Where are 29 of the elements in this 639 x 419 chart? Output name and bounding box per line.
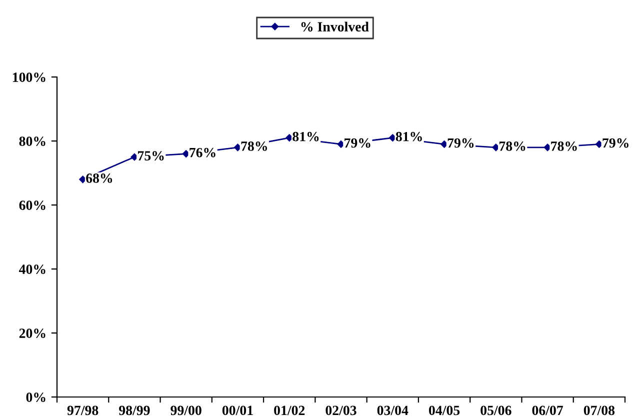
legend-label: % Involved <box>301 22 369 32</box>
data-label: 68% <box>86 174 112 183</box>
x-tick-label: 02/03 <box>326 406 356 416</box>
data-label: 76% <box>190 148 216 158</box>
data-label: 79% <box>602 138 628 148</box>
y-tick-label: 80% <box>19 136 46 146</box>
x-tick-label: 05/06 <box>480 406 512 416</box>
data-label: 75% <box>138 151 164 161</box>
data-label: 79% <box>448 138 474 148</box>
x-tick-label: 01/02 <box>274 406 305 416</box>
data-label: 81% <box>292 132 319 142</box>
x-tick-label: 00/01 <box>222 406 253 416</box>
y-tick-label: 60% <box>19 200 46 210</box>
y-tick-label: 20% <box>19 328 46 338</box>
x-tick-label: 97/98 <box>67 406 98 416</box>
x-tick-label: 03/04 <box>377 406 408 416</box>
x-tick-label: 04/05 <box>428 406 460 416</box>
x-tick-label: 98/99 <box>119 406 150 416</box>
x-tick-label: 06/07 <box>532 406 564 416</box>
data-label: 79% <box>344 138 370 148</box>
data-label: 78% <box>499 142 526 151</box>
data-label: 78% <box>241 142 267 151</box>
y-tick-label: 40% <box>18 264 46 274</box>
data-label: 78% <box>551 142 577 151</box>
y-tick-label: 100% <box>12 72 46 82</box>
y-tick-label: 0% <box>26 392 46 402</box>
x-tick-label: 99/00 <box>170 406 202 416</box>
data-label: 81% <box>396 132 422 142</box>
x-tick-label: 07/08 <box>584 406 615 416</box>
